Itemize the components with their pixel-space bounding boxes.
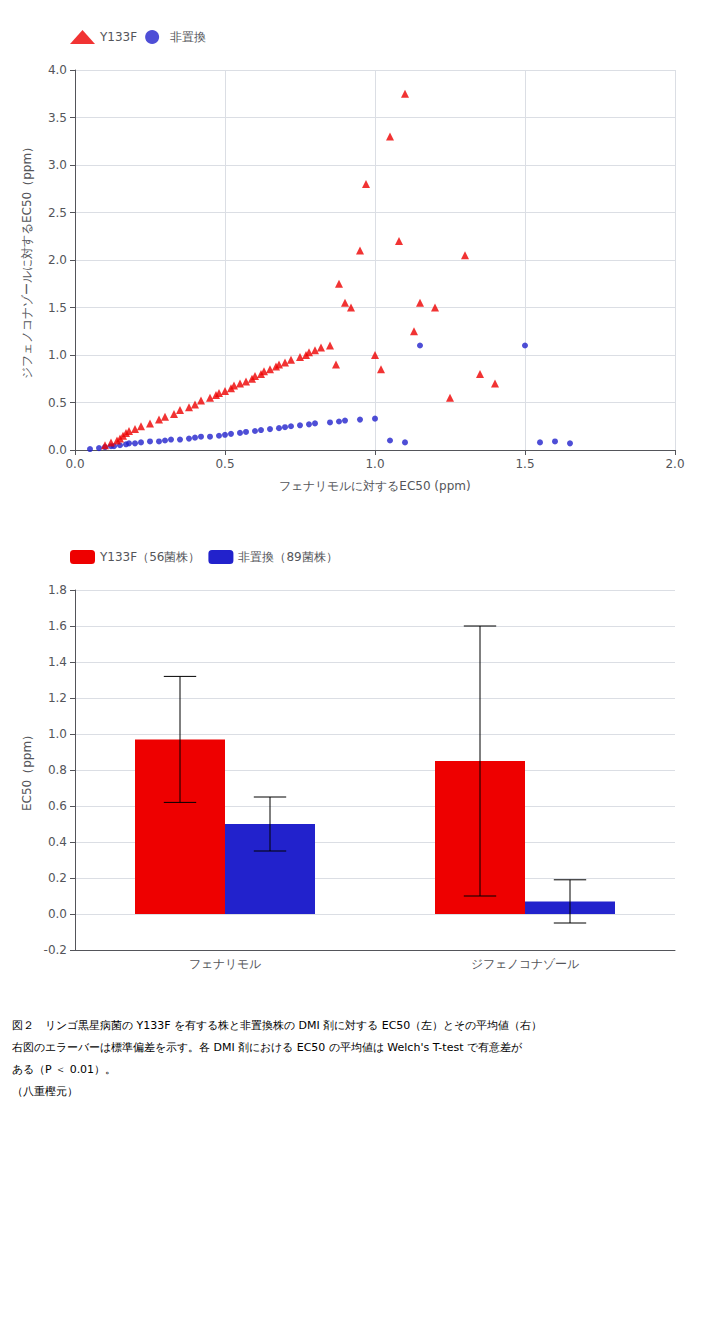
svg-text:0.5: 0.5 (48, 396, 67, 410)
svg-text:右図のエラーバーは標準偏差を示す。各 DMI 剤における E: 右図のエラーバーは標準偏差を示す。各 DMI 剤における EC50 の平均値は … (12, 1041, 523, 1054)
svg-text:フェナリモル: フェナリモル (189, 957, 261, 971)
svg-text:Y133F: Y133F (99, 30, 137, 44)
svg-text:Y133F（56菌株）: Y133F（56菌株） (99, 550, 200, 564)
svg-text:0.0: 0.0 (48, 907, 67, 921)
svg-text:0.8: 0.8 (48, 763, 67, 777)
svg-text:図２ リンゴ黒星病菌の Y133F を有する株と非置換株の: 図２ リンゴ黒星病菌の Y133F を有する株と非置換株の DMI 剤に対する … (12, 1019, 542, 1032)
svg-text:ジフェノコナゾールに対するEC50（ppm）: ジフェノコナゾールに対するEC50（ppm） (20, 141, 34, 379)
svg-text:0.6: 0.6 (48, 799, 67, 813)
svg-text:ジフェノコナゾール: ジフェノコナゾール (471, 957, 579, 971)
svg-text:0.4: 0.4 (48, 835, 67, 849)
svg-text:1.0: 1.0 (48, 727, 67, 741)
svg-text:EC50（ppm）: EC50（ppm） (20, 729, 34, 811)
svg-text:1.2: 1.2 (48, 691, 67, 705)
svg-text:（八重樫元）: （八重樫元） (12, 1085, 78, 1098)
svg-text:-0.2: -0.2 (44, 943, 67, 957)
svg-text:非置換: 非置換 (170, 30, 206, 44)
svg-text:3.0: 3.0 (48, 158, 67, 172)
svg-text:ある（P ＜ 0.01）。: ある（P ＜ 0.01）。 (12, 1063, 116, 1076)
svg-text:1.0: 1.0 (48, 348, 67, 362)
svg-text:0.2: 0.2 (48, 871, 67, 885)
svg-text:2.0: 2.0 (665, 457, 684, 471)
svg-text:非置換（89菌株）: 非置換（89菌株） (238, 550, 337, 564)
svg-text:1.8: 1.8 (48, 583, 67, 597)
svg-text:1.0: 1.0 (365, 457, 384, 471)
svg-text:1.5: 1.5 (515, 457, 534, 471)
svg-text:1.5: 1.5 (48, 301, 67, 315)
svg-text:フェナリモルに対するEC50 (ppm): フェナリモルに対するEC50 (ppm) (279, 479, 470, 493)
svg-text:2.0: 2.0 (48, 253, 67, 267)
svg-text:0.0: 0.0 (65, 457, 84, 471)
svg-text:0.0: 0.0 (48, 443, 67, 457)
svg-text:0.5: 0.5 (215, 457, 234, 471)
svg-text:1.4: 1.4 (48, 655, 67, 669)
svg-text:3.5: 3.5 (48, 111, 67, 125)
svg-text:1.6: 1.6 (48, 619, 67, 633)
svg-text:2.5: 2.5 (48, 206, 67, 220)
svg-text:4.0: 4.0 (48, 63, 67, 77)
